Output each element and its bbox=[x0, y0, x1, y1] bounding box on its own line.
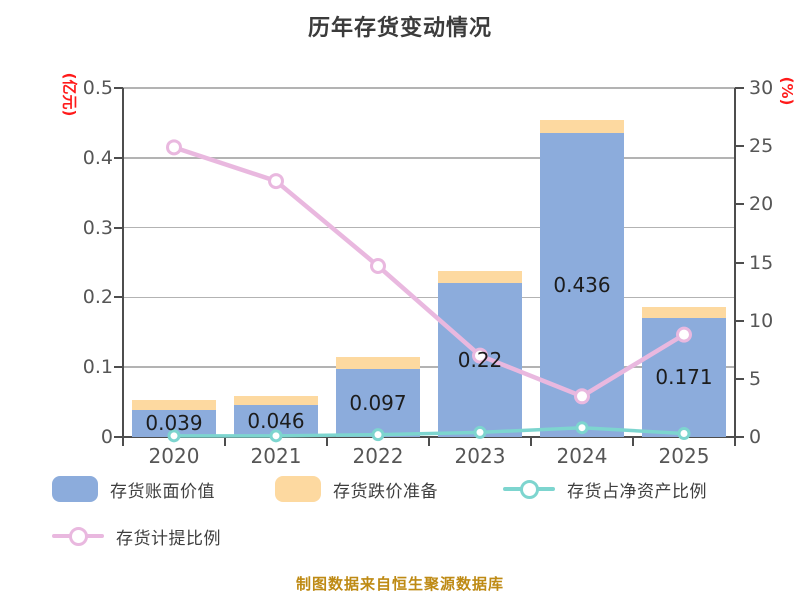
x-axis-label-2022: 2022 bbox=[352, 444, 404, 468]
legend-marker-net-asset-ratio-icon bbox=[503, 478, 555, 500]
right-axis-tick-label: 20 bbox=[749, 193, 774, 216]
legend-marker-provision-ratio-icon bbox=[52, 525, 104, 547]
net-asset-ratio-line-point-2020 bbox=[167, 429, 181, 443]
provision-ratio-line-point-2022 bbox=[370, 257, 386, 274]
left-axis-tick-label: 0.5 bbox=[82, 77, 113, 99]
legend-label-provision: 存货跌价准备 bbox=[333, 481, 438, 502]
bar-book-value-2022 bbox=[336, 369, 420, 437]
left-axis-tick-label: 0.1 bbox=[82, 356, 113, 379]
bar-provision-2022 bbox=[336, 356, 420, 370]
legend-label-book-value: 存货账面价值 bbox=[110, 481, 215, 502]
right-axis-tick bbox=[735, 377, 744, 380]
legend-dot-pink bbox=[68, 526, 88, 546]
right-axis-tick bbox=[735, 203, 744, 206]
gridline bbox=[123, 226, 735, 229]
x-axis-label-2023: 2023 bbox=[454, 444, 506, 468]
legend-item-book-value: 存货账面价值 bbox=[52, 474, 215, 504]
provision-ratio-line bbox=[166, 139, 692, 405]
x-axis-label-2021: 2021 bbox=[250, 444, 302, 468]
bar-provision-2025 bbox=[642, 307, 726, 318]
x-axis-tick bbox=[530, 437, 532, 446]
provision-ratio-line-point-2024 bbox=[574, 388, 590, 405]
x-axis-tick bbox=[224, 437, 226, 446]
right-axis-tick bbox=[735, 87, 744, 89]
gridline bbox=[123, 157, 735, 159]
right-axis-tick-label: 15 bbox=[749, 251, 774, 274]
right-axis-spine bbox=[734, 88, 736, 439]
net-asset-ratio-line-point-2022 bbox=[371, 428, 385, 442]
net-asset-ratio-line-point-2025 bbox=[677, 427, 691, 441]
left-axis-spine bbox=[122, 88, 124, 439]
legend-swatch-book-value bbox=[52, 476, 98, 502]
left-axis-tick-label: 0.2 bbox=[82, 286, 113, 309]
x-axis-tick bbox=[632, 437, 634, 446]
right-axis-tick bbox=[735, 436, 744, 438]
provision-ratio-line-point-2023 bbox=[472, 347, 488, 364]
legend-label-provision-ratio: 存货计提比例 bbox=[116, 528, 221, 549]
bar-data-label-2023: 0.22 bbox=[457, 348, 503, 373]
legend-label-net-asset-ratio: 存货占净资产比例 bbox=[567, 481, 707, 502]
bar-provision-2020 bbox=[132, 400, 216, 410]
x-axis-tick bbox=[326, 437, 328, 446]
left-axis-tick bbox=[114, 436, 123, 438]
left-axis-tick bbox=[114, 226, 123, 229]
net-asset-ratio-line-point-2023 bbox=[473, 425, 487, 439]
right-axis-tick-label: 5 bbox=[749, 367, 762, 390]
legend-item-net-asset-ratio: 存货占净资产比例 bbox=[503, 474, 707, 504]
left-axis-tick bbox=[114, 87, 123, 89]
gridline bbox=[123, 366, 735, 368]
gridline bbox=[123, 296, 735, 299]
legend-item-provision-ratio: 存货计提比例 bbox=[52, 521, 221, 551]
x-axis-tick bbox=[122, 437, 124, 446]
left-axis-tick bbox=[114, 366, 123, 369]
bar-data-label-2021: 0.046 bbox=[247, 408, 305, 433]
bar-provision-2024 bbox=[540, 120, 624, 133]
legend-item-provision: 存货跌价准备 bbox=[275, 474, 438, 504]
right-axis-tick-label: 30 bbox=[749, 77, 774, 99]
left-axis-tick-label: 0.3 bbox=[82, 216, 113, 239]
data-source-note: 制图数据来自恒生聚源数据库 bbox=[295, 575, 504, 593]
legend-swatch-provision bbox=[275, 476, 321, 502]
net-asset-ratio-line-point-2024 bbox=[575, 421, 589, 435]
bar-data-label-2024: 0.436 bbox=[553, 272, 611, 297]
left-axis-tick-label: 0.4 bbox=[82, 146, 113, 169]
bar-data-label-2020: 0.039 bbox=[145, 411, 203, 436]
bar-provision-2021 bbox=[234, 395, 318, 405]
right-axis-tick bbox=[735, 319, 744, 322]
chart-title: 历年存货变动情况 bbox=[307, 16, 492, 41]
left-axis-tick-label: 0 bbox=[100, 426, 113, 448]
right-axis-tick-label: 25 bbox=[749, 135, 774, 158]
right-axis-tick bbox=[735, 261, 744, 264]
right-axis-tick bbox=[735, 145, 744, 148]
net-asset-ratio-line bbox=[167, 421, 691, 443]
provision-ratio-line-point-2025 bbox=[676, 326, 692, 343]
x-axis-label-2024: 2024 bbox=[556, 444, 608, 468]
x-axis-label-2025: 2025 bbox=[658, 444, 710, 468]
bar-data-label-2022: 0.097 bbox=[349, 391, 407, 416]
x-axis-label-2020: 2020 bbox=[148, 444, 200, 468]
gridline bbox=[123, 87, 735, 89]
legend-dot-cyan bbox=[519, 479, 539, 499]
right-axis-tick-label: 0 bbox=[749, 426, 762, 448]
bar-provision-2023 bbox=[438, 270, 522, 284]
provision-ratio-line-point-2021 bbox=[268, 173, 284, 190]
net-asset-ratio-line-point-2021 bbox=[269, 429, 283, 443]
right-axis-tick-label: 10 bbox=[749, 309, 774, 332]
bar-data-label-2025: 0.171 bbox=[655, 365, 713, 390]
left-axis-tick bbox=[114, 156, 123, 159]
left-axis-tick bbox=[114, 296, 123, 299]
x-axis-tick bbox=[428, 437, 430, 446]
x-axis-tick bbox=[734, 437, 736, 446]
provision-ratio-line-point-2020 bbox=[166, 139, 182, 156]
